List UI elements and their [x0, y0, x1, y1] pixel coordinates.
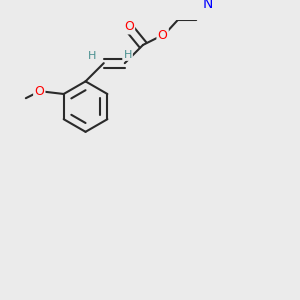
- Text: H: H: [88, 51, 97, 61]
- Text: O: O: [158, 28, 168, 42]
- Text: H: H: [123, 50, 132, 60]
- Text: O: O: [34, 85, 44, 98]
- Text: N: N: [202, 0, 213, 11]
- Text: O: O: [124, 20, 134, 33]
